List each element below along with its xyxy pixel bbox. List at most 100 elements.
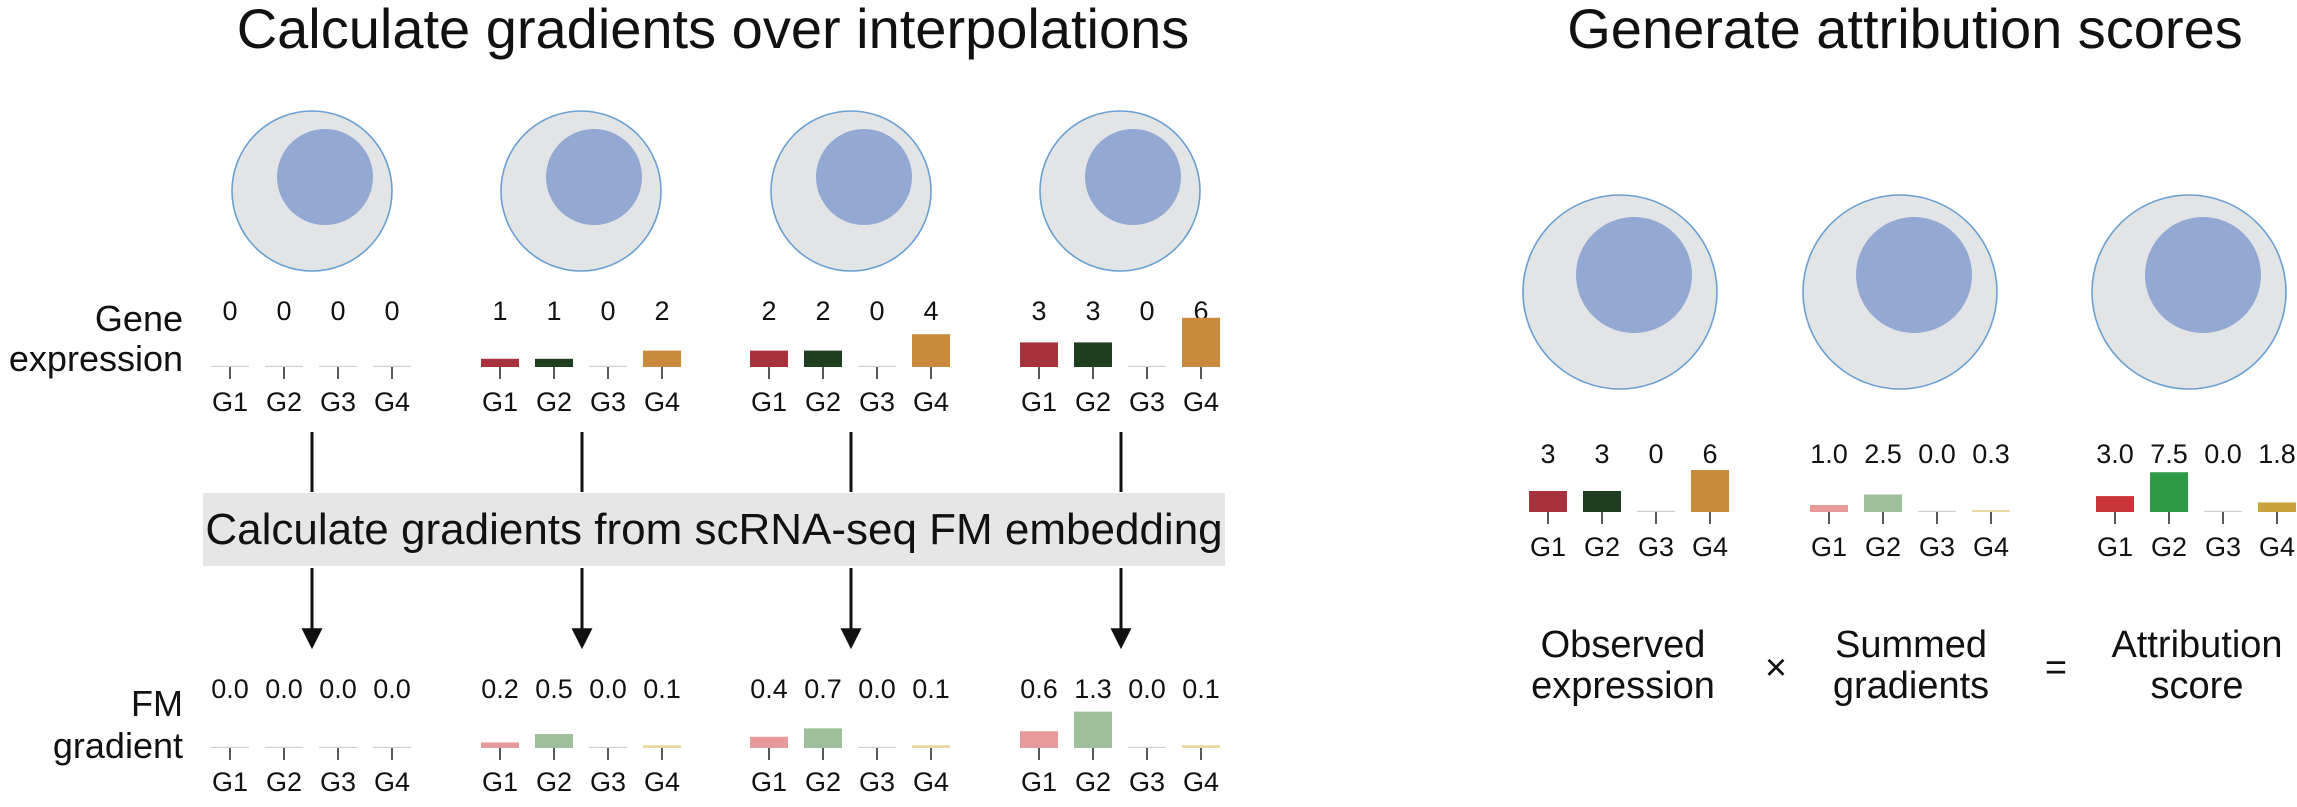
expression-bars-2: 1 G1 1 G2 0 G3 2 G4	[481, 296, 681, 417]
gene-label: G1	[482, 767, 518, 797]
bar	[373, 746, 411, 748]
cell-interpolation-2	[500, 110, 662, 272]
bar	[1810, 505, 1848, 512]
value-label: 1	[492, 296, 507, 326]
bar	[1182, 745, 1220, 748]
bar	[643, 350, 681, 367]
interpolation-panel: 0 G1 0 G2 0 G3 0 G4 0.0 G1 0.0 G2 0.0 G3 0.0 G4 1 G1 1 G2 0 G…	[211, 110, 1220, 797]
gene-label: G3	[1919, 532, 1955, 562]
value-label: 1.0	[1810, 439, 1848, 469]
bar	[1864, 494, 1902, 512]
bar	[1637, 510, 1675, 512]
bar	[481, 742, 519, 748]
value-label: 4	[923, 296, 938, 326]
bar	[1074, 342, 1112, 367]
bar	[1182, 317, 1220, 367]
value-label: 0.0	[1128, 674, 1166, 704]
gradient-bars-1: 0.0 G1 0.0 G2 0.0 G3 0.0 G4	[211, 674, 411, 797]
gene-label: G3	[320, 387, 356, 417]
gradient-bars-2: 0.2 G1 0.5 G2 0.0 G3 0.1 G4	[481, 674, 681, 797]
bar	[2258, 502, 2296, 512]
gene-label: G3	[859, 767, 895, 797]
expression-bars-1: 0 G1 0 G2 0 G3 0 G4	[211, 296, 411, 417]
score-caption-line2: score	[2151, 665, 2244, 707]
gene-label: G2	[1584, 532, 1620, 562]
score-caption-line1: Attribution	[2111, 624, 2282, 666]
cell-interpolation-1	[231, 110, 393, 272]
value-label: 2	[761, 296, 776, 326]
value-label: 0.0	[589, 674, 627, 704]
bar	[750, 350, 788, 367]
cell-interpolation-3	[770, 110, 932, 272]
value-label: 2	[815, 296, 830, 326]
bar	[2150, 472, 2188, 512]
bar	[589, 746, 627, 748]
summed-bars: 1.0 G1 2.5 G2 0.0 G3 0.3 G4	[1810, 439, 2010, 562]
bar	[373, 365, 411, 367]
nucleus	[1085, 129, 1181, 225]
right-panel-title: Generate attribution scores	[1567, 0, 2242, 60]
bar	[1691, 470, 1729, 512]
nucleus	[1576, 217, 1692, 333]
gene-label: G4	[374, 387, 410, 417]
gene-label: G4	[1692, 532, 1728, 562]
bar	[535, 734, 573, 748]
gene-label: G2	[266, 767, 302, 797]
cell-interpolation-4	[1039, 110, 1201, 272]
gene-label: G3	[859, 387, 895, 417]
bar	[804, 728, 842, 748]
gene-label: G1	[212, 387, 248, 417]
bar	[912, 334, 950, 367]
bar	[1020, 731, 1058, 748]
value-label: 1	[546, 296, 561, 326]
bar	[750, 736, 788, 748]
bar	[1918, 510, 1956, 512]
value-label: 1.3	[1074, 674, 1112, 704]
expression-bars-3: 2 G1 2 G2 0 G3 4 G4	[750, 296, 950, 417]
value-label: 0	[869, 296, 884, 326]
times-operator: ×	[1765, 647, 1787, 689]
value-label: 0.0	[1918, 439, 1956, 469]
gene-expression-label-line1: Gene	[95, 298, 183, 339]
gene-label: G4	[913, 767, 949, 797]
gene-label: G4	[2259, 532, 2295, 562]
gene-label: G3	[1129, 387, 1165, 417]
observed-bars: 3 G1 3 G2 0 G3 6 G4	[1529, 439, 1729, 562]
value-label: 0.1	[1182, 674, 1220, 704]
bar	[211, 746, 249, 748]
bar	[1128, 746, 1166, 748]
value-label: 0.2	[481, 674, 519, 704]
nucleus	[2145, 217, 2261, 333]
gene-label: G2	[536, 387, 572, 417]
value-label: 3	[1031, 296, 1046, 326]
bar	[804, 350, 842, 367]
gene-label: G1	[482, 387, 518, 417]
value-label: 1.8	[2258, 439, 2296, 469]
bar	[643, 745, 681, 748]
gradient-bars-4: 0.6 G1 1.3 G2 0.0 G3 0.1 G4	[1020, 674, 1220, 797]
fm-gradient-label-line1: FM	[131, 683, 183, 724]
value-label: 2	[654, 296, 669, 326]
value-label: 0.5	[535, 674, 573, 704]
gene-label: G4	[644, 387, 680, 417]
gene-label: G2	[805, 387, 841, 417]
value-label: 0.1	[912, 674, 950, 704]
nucleus	[277, 129, 373, 225]
bar	[1074, 711, 1112, 748]
gene-label: G2	[805, 767, 841, 797]
observed-caption-line2: expression	[1531, 665, 1715, 707]
bar	[2204, 510, 2242, 512]
score-bars: 3.0 G1 7.5 G2 0.0 G3 1.8 G4	[2096, 439, 2296, 562]
gene-label: G1	[1811, 532, 1847, 562]
value-label: 0.0	[319, 674, 357, 704]
gene-label: G2	[2151, 532, 2187, 562]
gene-label: G1	[2097, 532, 2133, 562]
bar	[1020, 342, 1058, 367]
bar	[858, 365, 896, 367]
value-label: 7.5	[2150, 439, 2188, 469]
value-label: 0	[330, 296, 345, 326]
gene-label: G2	[266, 387, 302, 417]
value-label: 0.7	[804, 674, 842, 704]
gene-label: G3	[320, 767, 356, 797]
